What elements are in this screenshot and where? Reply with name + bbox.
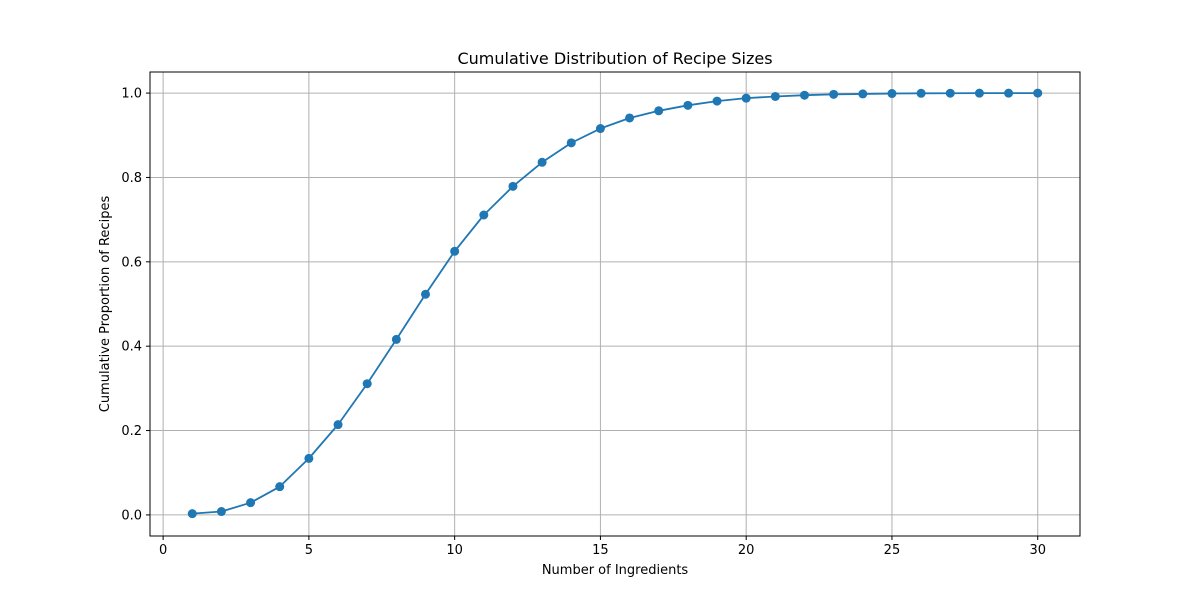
data-point: [712, 96, 722, 106]
x-tick-label: 30: [1029, 543, 1046, 558]
data-point: [683, 100, 693, 110]
data-point: [829, 89, 839, 99]
data-point: [566, 138, 576, 148]
data-point: [362, 379, 372, 389]
data-point: [945, 88, 955, 98]
data-point: [187, 509, 197, 519]
plot-area: [150, 72, 1080, 536]
data-point: [1033, 88, 1043, 98]
chart-title: Cumulative Distribution of Recipe Sizes: [457, 49, 772, 68]
x-tick-label: 20: [738, 543, 755, 558]
data-point: [391, 334, 401, 344]
data-point: [625, 113, 635, 123]
data-point: [275, 482, 285, 492]
data-point: [858, 89, 868, 99]
data-point: [654, 106, 664, 116]
x-tick-label: 10: [446, 543, 463, 558]
data-point: [1004, 88, 1014, 98]
data-point: [421, 289, 431, 299]
data-point: [246, 498, 256, 508]
y-tick-label: 0.0: [121, 508, 142, 523]
y-tick-label: 0.4: [121, 340, 142, 355]
data-point: [479, 210, 489, 220]
x-axis-label: Number of Ingredients: [542, 563, 689, 578]
x-tick-label: 15: [592, 543, 609, 558]
data-point: [304, 453, 314, 463]
data-series: [187, 88, 1043, 519]
y-tick-label: 0.2: [121, 424, 142, 439]
y-axis-label: Cumulative Proportion of Recipes: [98, 196, 113, 413]
data-point: [887, 89, 897, 99]
data-point: [974, 88, 984, 98]
series-line: [192, 92, 1038, 515]
data-point: [537, 157, 547, 167]
y-tick-label: 0.8: [121, 171, 142, 186]
data-point: [595, 124, 605, 134]
x-tick-label: 0: [159, 543, 167, 558]
x-tick-label: 5: [305, 543, 313, 558]
data-point: [508, 181, 518, 191]
data-point: [799, 90, 809, 100]
data-point: [450, 246, 460, 256]
x-tick-label: 25: [884, 543, 901, 558]
data-point: [216, 507, 226, 517]
y-tick-label: 1.0: [121, 87, 142, 102]
axis-ticks: 0 5 10 15 20 25 30 0.0 0.2 0.4 0.6 0.8 1.0: [121, 87, 1046, 558]
data-point: [770, 91, 780, 101]
data-point: [916, 88, 926, 98]
plot-frame: [149, 71, 1081, 537]
grid-lines: [150, 72, 1080, 536]
data-point: [741, 93, 751, 103]
y-tick-label: 0.6: [121, 255, 142, 270]
data-point: [333, 420, 343, 430]
